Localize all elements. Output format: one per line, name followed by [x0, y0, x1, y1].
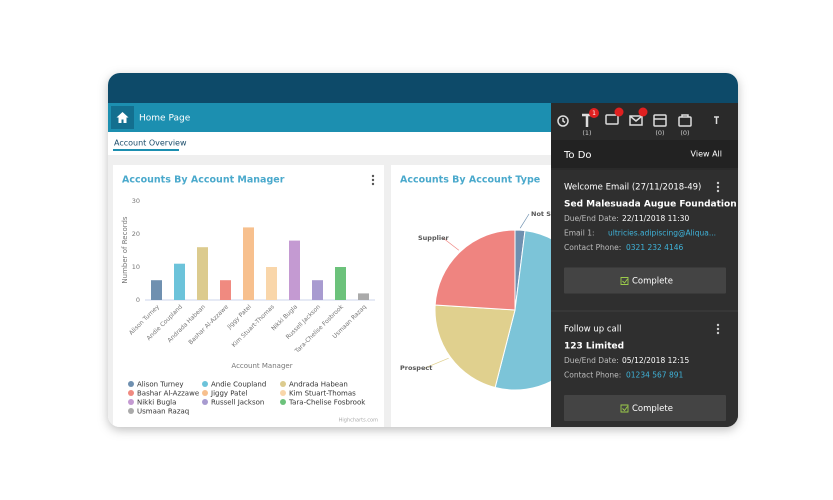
- field-value: 01234 567 891: [626, 371, 683, 380]
- button-label: Complete: [632, 277, 673, 287]
- field-label: Email 1:: [564, 229, 595, 238]
- check-icon: [620, 404, 629, 413]
- tab[interactable]: Account Overview: [114, 139, 187, 148]
- menu-dots[interactable]: [371, 174, 375, 186]
- y-tick-label: 10: [132, 263, 140, 271]
- bar: [335, 267, 346, 300]
- bar: [312, 280, 323, 300]
- legend-marker: [128, 390, 134, 396]
- legend-marker: [128, 381, 134, 387]
- bar: [174, 263, 185, 300]
- y-tick-label: 0: [136, 296, 140, 304]
- menu-dot[interactable]: [716, 181, 720, 185]
- bar: [243, 227, 254, 300]
- y-axis-label: Number of Records: [121, 216, 129, 284]
- header-bar: [108, 103, 551, 132]
- complete-button[interactable]: [564, 395, 726, 421]
- slice-label: Not Se: [531, 210, 556, 218]
- legend-label[interactable]: Nikki Bugla: [137, 399, 176, 407]
- x-axis-label: Account Manager: [231, 362, 292, 370]
- field-label: Due/End Date:: [564, 214, 619, 223]
- legend-label[interactable]: Usmaan Razaq: [137, 408, 189, 416]
- legend-marker: [128, 399, 134, 405]
- legend-label[interactable]: Andie Coupland: [211, 381, 266, 389]
- pie-slice: [434, 229, 516, 311]
- bar: [220, 280, 231, 300]
- legend-label[interactable]: Jiggy Patel: [210, 390, 248, 398]
- todo-header: [551, 140, 738, 168]
- top-band: [108, 73, 738, 103]
- field-label: Contact Phone:: [564, 243, 621, 252]
- bar: [358, 293, 369, 300]
- legend-label[interactable]: Russell Jackson: [211, 399, 264, 407]
- y-tick-label: 20: [132, 230, 140, 238]
- legend-marker: [280, 390, 286, 396]
- count: (0): [680, 129, 689, 137]
- task-title: Follow up call: [564, 325, 621, 335]
- panel-title: To Do: [563, 150, 592, 161]
- pie-slice: [434, 304, 516, 389]
- complete-button[interactable]: [564, 267, 726, 294]
- menu-dot[interactable]: [716, 185, 720, 189]
- bar: [151, 280, 162, 300]
- field-label: Contact Phone:: [564, 371, 621, 380]
- view-all[interactable]: View All: [691, 150, 722, 159]
- credit: Highcharts.com: [339, 418, 378, 424]
- leader-line: [519, 213, 530, 229]
- tab-bar: [108, 132, 551, 155]
- legend-marker: [202, 399, 208, 405]
- legend-label[interactable]: Andrada Habean: [289, 381, 348, 389]
- task-company: Sed Malesuada Augue Foundation: [564, 200, 737, 210]
- field-value: 22/11/2018 11:30: [622, 214, 689, 223]
- check-icon: [620, 277, 629, 285]
- badge-count: 1: [592, 110, 596, 117]
- leader-line: [424, 357, 449, 369]
- toolbar-icons[interactable]: [557, 113, 719, 127]
- legend-label[interactable]: Bashar Al-Azzawe: [137, 390, 199, 398]
- task-company: 123 Limited: [564, 342, 624, 352]
- legend-marker: [128, 408, 134, 414]
- menu-dot[interactable]: [716, 327, 720, 331]
- chart-title: Accounts By Account Type: [400, 175, 540, 186]
- legend-marker: [280, 381, 286, 387]
- task-title: Welcome Email (27/11/2018-49): [564, 183, 701, 193]
- badge: [614, 107, 624, 117]
- chart-title: Accounts By Account Manager: [122, 175, 285, 186]
- menu-dot[interactable]: [716, 189, 720, 193]
- field-value: ultricies.adipiscing@Aliqua...: [608, 229, 716, 238]
- legend-marker: [202, 390, 208, 396]
- button-label: Complete: [632, 404, 673, 414]
- bar: [289, 240, 300, 300]
- legend-label[interactable]: Kim Stuart-Thomas: [289, 390, 356, 398]
- legend-label[interactable]: Alison Turney: [137, 381, 184, 389]
- legend-marker: [280, 399, 286, 405]
- legend-label[interactable]: Tara-Chelise Fosbrook: [288, 399, 366, 407]
- menu-dot[interactable]: [716, 331, 720, 335]
- field-value: 0321 232 4146: [626, 243, 683, 252]
- badge: [589, 108, 599, 118]
- page-title: Home Page: [139, 114, 191, 124]
- field-value: 05/12/2018 12:15: [622, 356, 689, 365]
- field-label: Due/End Date:: [564, 356, 619, 365]
- slice-label: Prospect: [400, 364, 432, 372]
- home-icon: [116, 112, 129, 123]
- legend-marker: [202, 381, 208, 387]
- menu-dot[interactable]: [716, 323, 720, 327]
- bar: [197, 247, 208, 300]
- count: (1): [582, 129, 591, 137]
- badge: [638, 107, 648, 117]
- slice-label: Supplier: [418, 234, 449, 242]
- count: (0): [655, 129, 664, 137]
- bar: [266, 267, 277, 300]
- leader-line: [442, 237, 460, 251]
- y-tick-label: 30: [132, 197, 140, 205]
